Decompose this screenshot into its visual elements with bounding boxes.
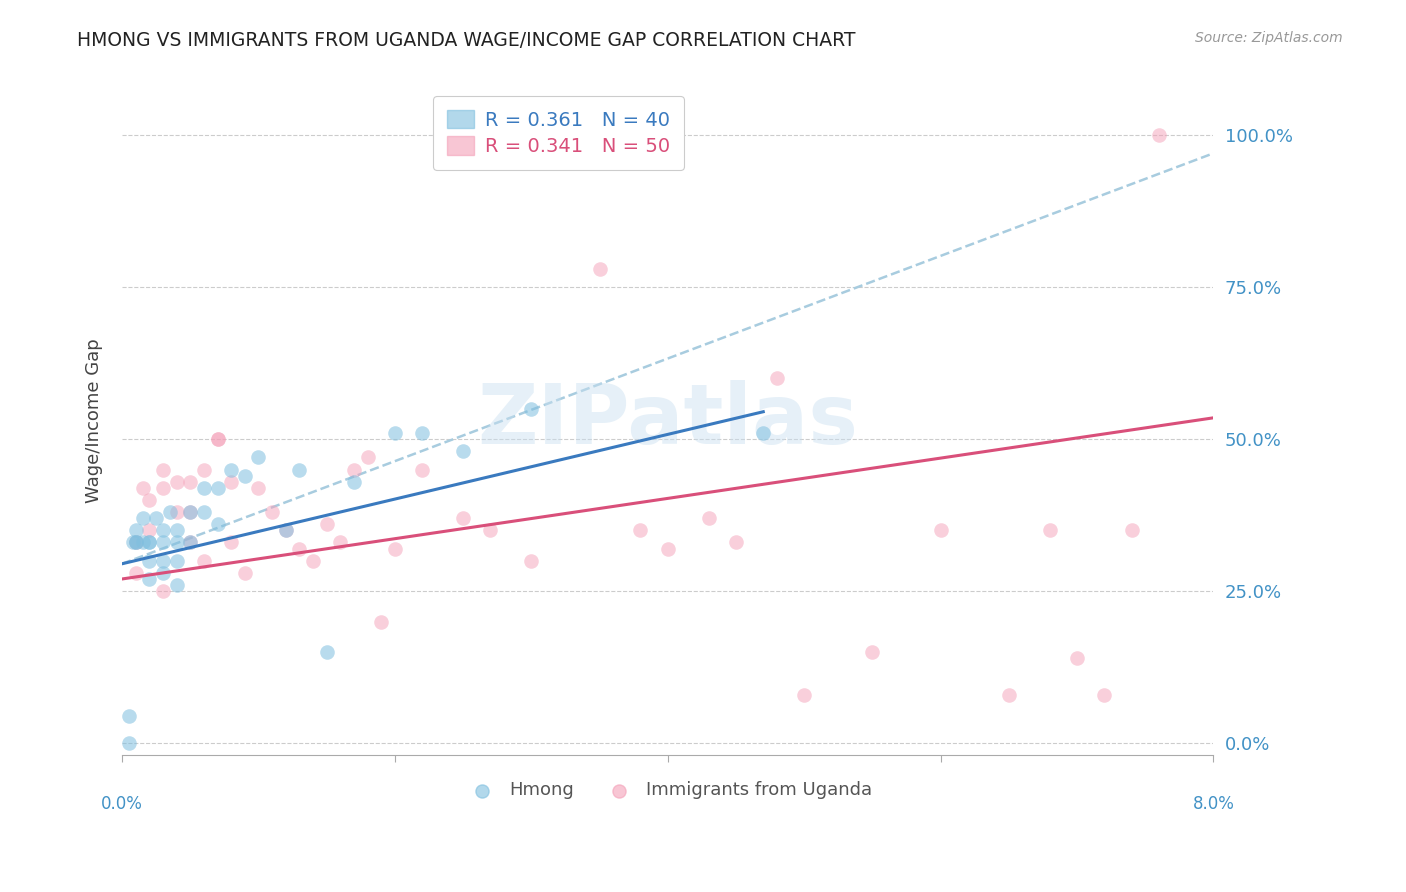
Point [247,450,270,465]
Point [118,708,141,723]
Point [588,261,610,276]
Text: 8.0%: 8.0% [1192,796,1234,814]
Point [131,535,153,549]
Point [343,475,366,489]
Point [166,578,188,592]
Point [179,475,201,489]
Point [288,462,311,476]
Point [274,524,297,538]
Point [302,554,325,568]
Point [138,492,160,507]
Point [657,541,679,556]
Point [384,425,406,440]
Text: Source: ZipAtlas.com: Source: ZipAtlas.com [1195,31,1343,45]
Point [384,541,406,556]
Point [233,566,256,580]
Point [233,468,256,483]
Point [152,481,174,495]
Point [207,481,229,495]
Point [131,481,153,495]
Point [193,554,215,568]
Point [370,615,392,629]
Point [179,505,201,519]
Point [724,535,747,549]
Point [193,462,215,476]
Point [929,524,952,538]
Point [411,462,433,476]
Point [219,535,242,549]
Point [766,371,789,385]
Point [179,535,201,549]
Text: ZIPatlas: ZIPatlas [477,380,858,461]
Point [262,505,284,519]
Point [274,524,297,538]
Point [179,505,201,519]
Point [166,475,188,489]
Y-axis label: Wage/Income Gap: Wage/Income Gap [86,338,103,503]
Text: HMONG VS IMMIGRANTS FROM UGANDA WAGE/INCOME GAP CORRELATION CHART: HMONG VS IMMIGRANTS FROM UGANDA WAGE/INC… [77,31,856,50]
Point [1121,524,1143,538]
Point [118,736,141,750]
Point [343,462,366,476]
Point [288,541,311,556]
Point [697,511,720,525]
Point [125,524,148,538]
Point [998,688,1021,702]
Point [207,517,229,532]
Point [1066,651,1088,665]
Point [793,688,815,702]
Point [219,475,242,489]
Point [329,535,352,549]
Legend: Hmong, Immigrants from Uganda: Hmong, Immigrants from Uganda [457,774,879,806]
Point [125,566,148,580]
Point [630,524,652,538]
Point [1092,688,1115,702]
Point [152,535,174,549]
Point [152,554,174,568]
Point [179,535,201,549]
Point [520,554,543,568]
Point [166,535,188,549]
Point [315,517,337,532]
Point [138,524,160,538]
Point [159,505,181,519]
Point [520,401,543,416]
Point [138,535,160,549]
Point [247,481,270,495]
Point [138,554,160,568]
Point [207,432,229,446]
Point [138,572,160,586]
Point [125,535,148,549]
Point [315,645,337,659]
Point [356,450,378,465]
Point [152,584,174,599]
Text: 0.0%: 0.0% [101,796,143,814]
Point [479,524,502,538]
Point [1147,128,1170,142]
Point [152,566,174,580]
Point [860,645,883,659]
Point [138,535,160,549]
Point [152,462,174,476]
Point [411,425,433,440]
Point [451,444,474,458]
Point [166,554,188,568]
Point [166,505,188,519]
Point [122,535,145,549]
Point [125,535,148,549]
Point [131,511,153,525]
Point [166,524,188,538]
Point [1039,524,1062,538]
Point [152,524,174,538]
Point [125,535,148,549]
Point [193,505,215,519]
Point [219,462,242,476]
Point [193,481,215,495]
Point [752,425,775,440]
Point [451,511,474,525]
Point [207,432,229,446]
Point [145,511,167,525]
